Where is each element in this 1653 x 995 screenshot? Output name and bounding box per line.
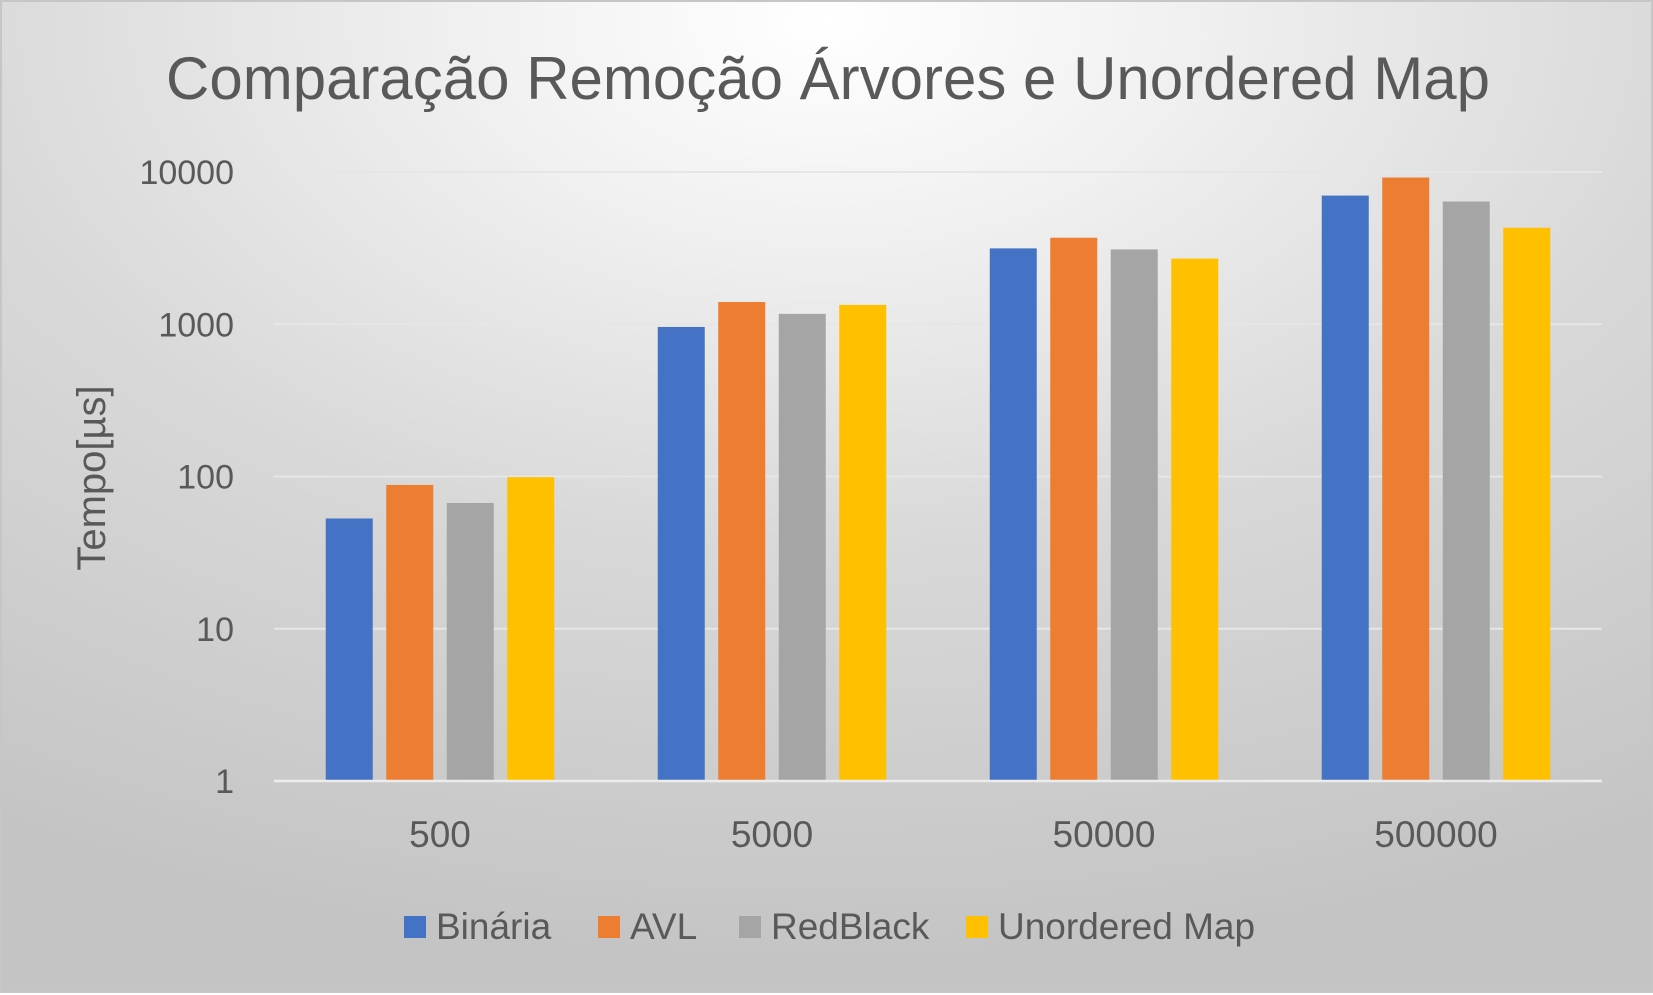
bar-redblack-50000 <box>1110 249 1158 781</box>
bar-avl-500 <box>386 484 434 781</box>
x-tick-label: 500 <box>409 814 471 855</box>
bar-avl-50000 <box>1050 237 1098 782</box>
y-tick-label: 1 <box>215 763 234 801</box>
x-tick-label: 5000 <box>731 814 813 855</box>
bar-unordered-map-500 <box>507 477 555 781</box>
bar-redblack-500 <box>446 502 494 781</box>
legend-item-redblack: RedBlack <box>739 906 930 947</box>
legend-item-unordered-map: Unordered Map <box>966 906 1255 947</box>
bar-binária-5000 <box>657 326 705 781</box>
bar-unordered-map-500000 <box>1503 227 1551 781</box>
x-axis-ticks: 500 5000 50000 500000 <box>409 814 1498 855</box>
legend-label: AVL <box>630 906 697 947</box>
bar-redblack-5000 <box>778 313 826 781</box>
chart-title: Comparação Remoção Árvores e Unordered M… <box>166 45 1490 112</box>
y-axis-label: Tempo[µs] <box>70 385 114 570</box>
bar-avl-5000 <box>718 302 766 781</box>
x-tick-label: 50000 <box>1053 814 1156 855</box>
legend: Binária AVL RedBlack Unordered Map <box>404 906 1255 947</box>
y-axis-ticks: 1 10 100 1000 10000 <box>139 154 234 801</box>
legend-swatch <box>404 916 426 938</box>
bar-unordered-map-50000 <box>1171 258 1219 782</box>
y-tick-label: 10 <box>196 611 234 649</box>
legend-label: Unordered Map <box>998 906 1255 947</box>
bar-binária-500000 <box>1321 195 1369 782</box>
legend-swatch <box>598 916 620 938</box>
bar-avl-500000 <box>1382 177 1430 781</box>
legend-item-avl: AVL <box>598 906 697 947</box>
legend-swatch <box>966 916 988 938</box>
legend-label: RedBlack <box>771 906 930 947</box>
x-tick-label: 500000 <box>1374 814 1497 855</box>
y-tick-label: 10000 <box>139 154 234 192</box>
bar-binária-50000 <box>989 248 1037 782</box>
bar-binária-500 <box>325 518 373 781</box>
bars <box>325 177 1551 782</box>
gridlines <box>274 171 1602 630</box>
bar-unordered-map-5000 <box>839 304 887 781</box>
legend-label: Binária <box>436 906 552 947</box>
bar-redblack-500000 <box>1442 201 1490 781</box>
legend-item-binária: Binária <box>404 906 552 947</box>
y-tick-label: 1000 <box>158 306 234 344</box>
y-tick-label: 100 <box>177 459 234 497</box>
legend-swatch <box>739 916 761 938</box>
